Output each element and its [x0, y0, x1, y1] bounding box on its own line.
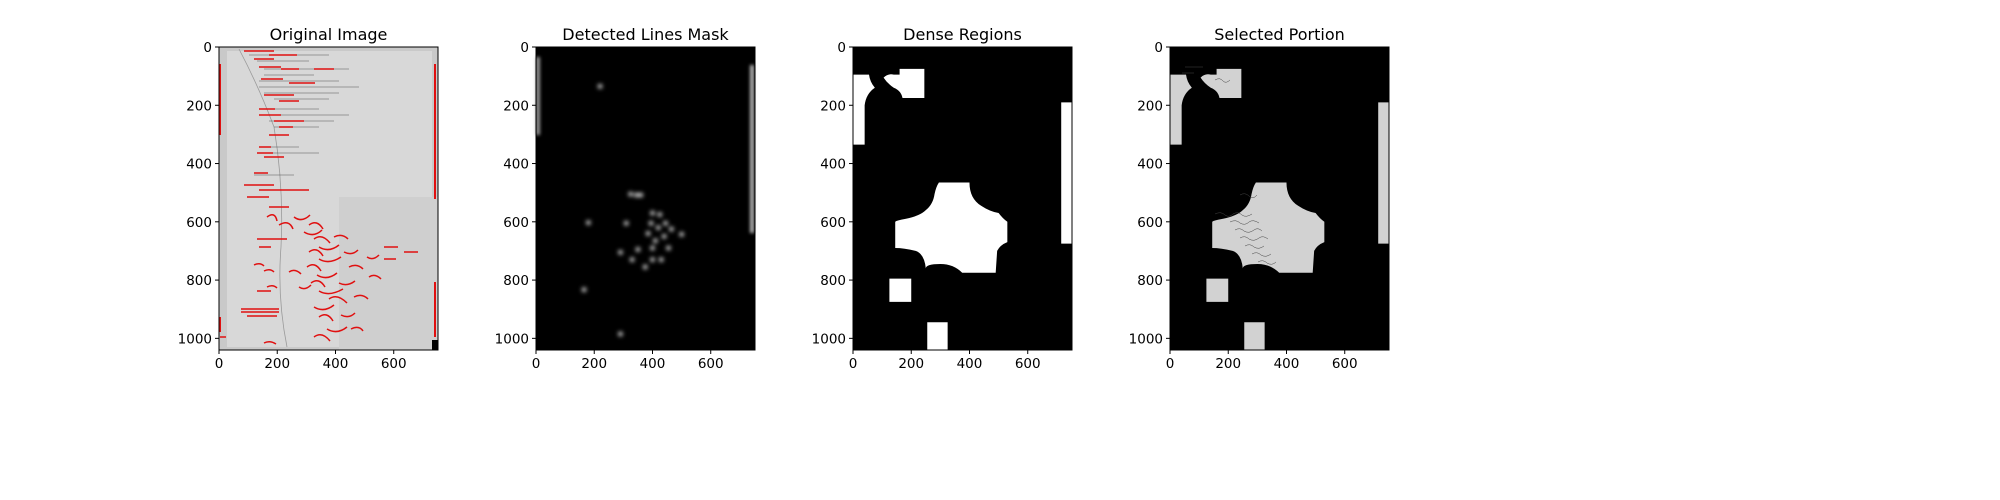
axes-frame	[535, 46, 756, 351]
x-tick-label: 0	[532, 356, 541, 372]
mask-dot	[618, 250, 623, 255]
x-tick-label: 600	[381, 356, 407, 372]
y-tick-label: 200	[1137, 98, 1163, 114]
x-tick-label: 600	[1015, 356, 1041, 372]
mask-dot	[656, 225, 661, 230]
axes-frame	[1169, 46, 1390, 351]
panel-title: Selected Portion	[1214, 25, 1345, 44]
panel-title: Detected Lines Mask	[562, 25, 729, 44]
y-tick-label: 200	[820, 98, 846, 114]
y-axis: 0 200 400 600 800 1000	[1129, 40, 1170, 347]
axes-frame	[852, 46, 1073, 351]
x-tick-label: 0	[1166, 356, 1175, 372]
y-tick-label: 600	[1137, 215, 1163, 231]
y-tick-label: 800	[820, 273, 846, 289]
y-tick-label: 800	[503, 273, 529, 289]
panel-original-image: 0 200 400 600 0 200 400 600 800 1000	[178, 40, 439, 372]
y-tick-label: 400	[186, 157, 212, 173]
edge-strips	[536, 57, 754, 233]
mask-dot	[638, 192, 644, 198]
axes-frame	[218, 46, 439, 351]
mask-dot	[586, 220, 591, 225]
x-tick-label: 200	[264, 356, 290, 372]
mask-dot	[650, 257, 655, 262]
panel-selected-portion: 0 200 400 600 0 200 400 600 800 1000	[1129, 40, 1390, 372]
y-tick-label: 0	[1154, 40, 1163, 56]
mask-dot	[581, 287, 587, 292]
y-tick-label: 400	[1137, 157, 1163, 173]
selected-handwriting	[1182, 66, 1277, 265]
y-tick-label: 400	[820, 157, 846, 173]
mask-dot	[666, 245, 671, 251]
mask-dot	[618, 331, 623, 337]
mask-dot	[650, 245, 655, 251]
mask-dot	[629, 257, 635, 262]
x-tick-label: 0	[215, 356, 224, 372]
y-tick-label: 200	[503, 98, 529, 114]
x-axis: 0 200 400 600	[215, 350, 407, 372]
x-tick-label: 200	[898, 356, 924, 372]
y-tick-label: 1000	[178, 331, 212, 347]
x-tick-label: 200	[1215, 356, 1241, 372]
panel-detected-lines-mask: 0 200 400 600 0 200 400 600 800 1000	[495, 40, 756, 372]
x-tick-label: 600	[1332, 356, 1358, 372]
y-tick-label: 400	[503, 157, 529, 173]
mask-dot	[623, 220, 629, 226]
x-tick-label: 400	[640, 356, 666, 372]
x-tick-label: 600	[698, 356, 724, 372]
x-axis: 0 200 400 600	[532, 350, 724, 372]
x-tick-label: 400	[957, 356, 983, 372]
x-tick-label: 0	[849, 356, 858, 372]
x-axis: 0 200 400 600	[849, 350, 1041, 372]
y-tick-label: 200	[186, 98, 212, 114]
mask-dot	[634, 192, 639, 198]
y-tick-label: 0	[837, 40, 846, 56]
y-tick-label: 0	[203, 40, 212, 56]
mask-dot	[679, 232, 684, 237]
y-axis: 0 200 400 600 800 1000	[178, 40, 219, 347]
y-tick-label: 800	[186, 273, 212, 289]
mask-dot	[642, 264, 648, 270]
y-tick-label: 1000	[812, 331, 846, 347]
mask-dot	[653, 238, 658, 244]
mask-dot	[597, 84, 603, 89]
panel-title: Dense Regions	[903, 25, 1022, 44]
x-tick-label: 400	[323, 356, 349, 372]
y-tick-label: 600	[820, 215, 846, 231]
mask-background	[536, 47, 755, 350]
panel-title: Original Image	[270, 25, 388, 44]
mask-dot	[635, 247, 641, 252]
mask-dot	[661, 234, 667, 239]
y-tick-label: 600	[186, 215, 212, 231]
y-axis: 0 200 400 600 800 1000	[812, 40, 853, 347]
y-tick-label: 600	[503, 215, 529, 231]
mask-dot	[650, 210, 655, 216]
y-tick-label: 0	[520, 40, 529, 56]
mask-dot	[658, 257, 664, 262]
x-tick-label: 400	[1274, 356, 1300, 372]
panel-dense-regions: 0 200 400 600 0 200 400 600 800 1000	[812, 40, 1073, 372]
y-tick-label: 1000	[1129, 331, 1163, 347]
mask-dot	[648, 220, 654, 226]
mask-dot	[669, 226, 674, 232]
y-tick-label: 800	[1137, 273, 1163, 289]
detected-lines-overlay	[219, 50, 436, 345]
x-axis: 0 200 400 600	[1166, 350, 1358, 372]
y-tick-label: 1000	[495, 331, 529, 347]
y-axis: 0 200 400 600 800 1000	[495, 40, 536, 347]
mask-dot	[628, 191, 633, 197]
mask-dot	[657, 212, 663, 217]
x-tick-label: 200	[581, 356, 607, 372]
mask-dot	[645, 231, 651, 236]
original-page-image	[219, 47, 438, 350]
mask-dot	[663, 220, 668, 226]
